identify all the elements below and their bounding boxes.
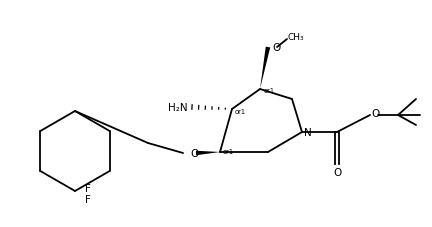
Text: or1: or1 bbox=[235, 109, 246, 114]
Text: or1: or1 bbox=[264, 88, 275, 94]
Text: O: O bbox=[272, 43, 280, 53]
Polygon shape bbox=[260, 47, 270, 90]
Text: O: O bbox=[190, 148, 198, 158]
Text: N: N bbox=[304, 127, 312, 137]
Text: H₂N: H₂N bbox=[168, 103, 188, 113]
Polygon shape bbox=[196, 151, 220, 155]
Text: O: O bbox=[371, 109, 379, 118]
Text: CH₃: CH₃ bbox=[287, 33, 304, 42]
Text: F: F bbox=[85, 194, 91, 204]
Text: or1: or1 bbox=[223, 148, 234, 154]
Text: F: F bbox=[85, 183, 91, 193]
Text: O: O bbox=[333, 167, 341, 177]
